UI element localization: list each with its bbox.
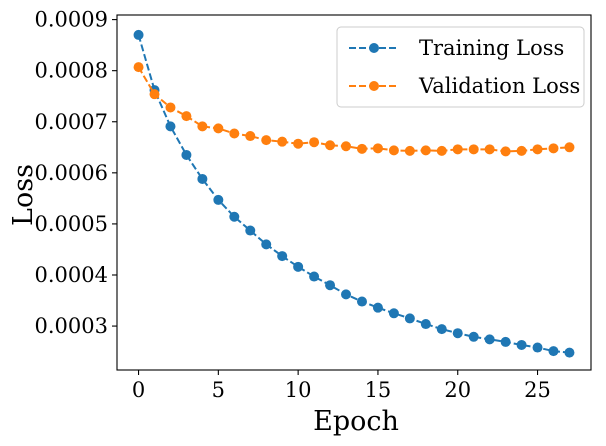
data-point bbox=[133, 62, 144, 73]
data-point bbox=[404, 313, 415, 324]
data-point bbox=[325, 140, 336, 151]
data-point bbox=[516, 339, 527, 350]
data-point bbox=[372, 143, 383, 154]
legend: Training Loss Validation Loss bbox=[336, 26, 585, 108]
x-axis-label: Epoch bbox=[313, 406, 399, 437]
data-point bbox=[197, 121, 208, 132]
data-point bbox=[277, 136, 288, 147]
y-tick-label: 0.0006 bbox=[35, 161, 108, 185]
x-tick-label: 5 bbox=[212, 378, 225, 402]
data-point bbox=[309, 137, 320, 148]
y-tick-label: 0.0005 bbox=[35, 212, 108, 236]
data-point bbox=[181, 149, 192, 160]
data-point bbox=[452, 328, 463, 339]
data-point bbox=[245, 225, 256, 236]
data-point bbox=[420, 145, 431, 156]
data-point bbox=[388, 308, 399, 319]
data-point bbox=[261, 239, 272, 250]
data-point bbox=[548, 143, 559, 154]
data-point bbox=[468, 144, 479, 155]
data-point bbox=[484, 334, 495, 345]
data-point bbox=[341, 289, 352, 300]
data-point bbox=[532, 342, 543, 353]
series-layer bbox=[133, 29, 575, 358]
data-point bbox=[372, 302, 383, 313]
y-tick-label: 0.0009 bbox=[35, 8, 108, 32]
data-point bbox=[564, 142, 575, 153]
data-point bbox=[277, 251, 288, 262]
y-tick-label: 0.0008 bbox=[35, 59, 108, 83]
data-point bbox=[452, 144, 463, 155]
data-point bbox=[229, 211, 240, 222]
data-point bbox=[516, 145, 527, 156]
data-point bbox=[500, 146, 511, 157]
data-point bbox=[229, 128, 240, 139]
x-tick-label: 20 bbox=[444, 378, 471, 402]
data-point bbox=[293, 261, 304, 272]
y-tick-label: 0.0007 bbox=[35, 110, 108, 134]
series-line bbox=[137, 66, 570, 153]
data-point bbox=[356, 296, 367, 307]
data-point bbox=[325, 280, 336, 291]
x-tick-label: 25 bbox=[524, 378, 551, 402]
data-point bbox=[165, 121, 176, 132]
data-point bbox=[420, 319, 431, 330]
data-point bbox=[213, 194, 224, 205]
data-point bbox=[245, 131, 256, 142]
legend-frame bbox=[336, 26, 585, 108]
data-point bbox=[532, 144, 543, 155]
series-0 bbox=[133, 29, 575, 358]
data-point bbox=[436, 324, 447, 335]
data-point bbox=[468, 331, 479, 342]
y-tick-label: 0.0004 bbox=[35, 263, 108, 287]
data-point bbox=[213, 123, 224, 134]
data-point bbox=[500, 336, 511, 347]
data-point bbox=[133, 29, 144, 40]
legend-marker bbox=[369, 81, 379, 91]
data-point bbox=[197, 173, 208, 184]
data-point bbox=[309, 271, 320, 282]
y-axis-label: Loss bbox=[8, 164, 39, 226]
series-line bbox=[137, 34, 570, 354]
axes-layer: 0 5 10 15 20 25 0.0003 0.0004 0.0005 0.0006 0.0007… bbox=[35, 8, 592, 402]
data-point bbox=[149, 89, 160, 100]
series-1 bbox=[133, 62, 575, 157]
data-point bbox=[404, 145, 415, 156]
data-point bbox=[293, 138, 304, 149]
data-point bbox=[165, 102, 176, 113]
data-point bbox=[436, 145, 447, 156]
legend-label: Validation Loss bbox=[418, 74, 580, 98]
x-tick-label: 0 bbox=[132, 378, 145, 402]
legend-entry: Validation Loss bbox=[349, 74, 580, 98]
data-point bbox=[341, 141, 352, 152]
x-tick-label: 15 bbox=[365, 378, 392, 402]
data-point bbox=[548, 346, 559, 357]
legend-marker bbox=[369, 43, 379, 53]
y-tick-label: 0.0003 bbox=[35, 314, 108, 338]
data-point bbox=[388, 145, 399, 156]
data-point bbox=[356, 143, 367, 154]
axes-frame bbox=[116, 14, 592, 371]
data-point bbox=[261, 135, 272, 146]
data-point bbox=[564, 347, 575, 358]
data-point bbox=[484, 144, 495, 155]
x-tick-label: 10 bbox=[285, 378, 312, 402]
legend-entry: Training Loss bbox=[349, 36, 564, 60]
data-point bbox=[181, 111, 192, 122]
legend-label: Training Loss bbox=[419, 36, 564, 60]
